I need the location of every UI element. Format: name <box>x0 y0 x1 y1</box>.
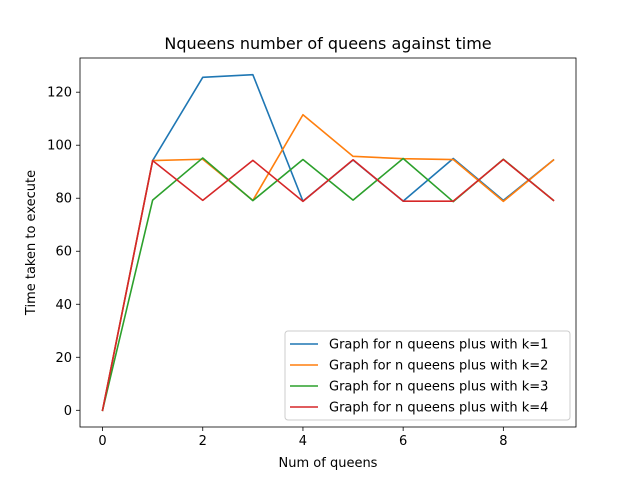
plot-lines <box>101 73 555 412</box>
y-axis: 0 20 40 60 80 100 120 <box>47 86 80 419</box>
legend-label-k1: Graph for n queens plus with k=1 <box>329 338 548 353</box>
x-tick-label: 0 <box>98 434 106 449</box>
y-tick-label: 0 <box>64 404 72 419</box>
legend-box <box>284 330 571 421</box>
x-tick-label: 4 <box>299 434 307 449</box>
legend-label-k2: Graph for n queens plus with k=2 <box>329 359 548 374</box>
legend-label-k4: Graph for n queens plus with k=4 <box>329 401 548 416</box>
plot-frame <box>79 57 577 428</box>
x-axis: 0 2 4 6 8 <box>98 427 507 449</box>
y-tick-label: 100 <box>47 139 72 154</box>
y-tick-label: 80 <box>55 192 72 207</box>
y-tick-label: 60 <box>55 245 72 260</box>
y-tick-label: 120 <box>47 86 72 101</box>
x-tick-label: 2 <box>199 434 207 449</box>
x-tick-label: 6 <box>399 434 407 449</box>
y-axis-title: Time taken to execute <box>24 170 39 316</box>
chart-title: Nqueens number of queens against time <box>164 34 491 53</box>
series-line-k4 <box>101 158 555 412</box>
y-tick-label: 40 <box>55 298 72 313</box>
x-tick-label: 8 <box>499 434 507 449</box>
legend-label-k3: Graph for n queens plus with k=3 <box>329 380 548 395</box>
x-axis-title: Num of queens <box>279 456 378 471</box>
legend: Graph for n queens plus with k=1 Graph fo… <box>284 330 571 421</box>
y-tick-label: 20 <box>55 351 72 366</box>
